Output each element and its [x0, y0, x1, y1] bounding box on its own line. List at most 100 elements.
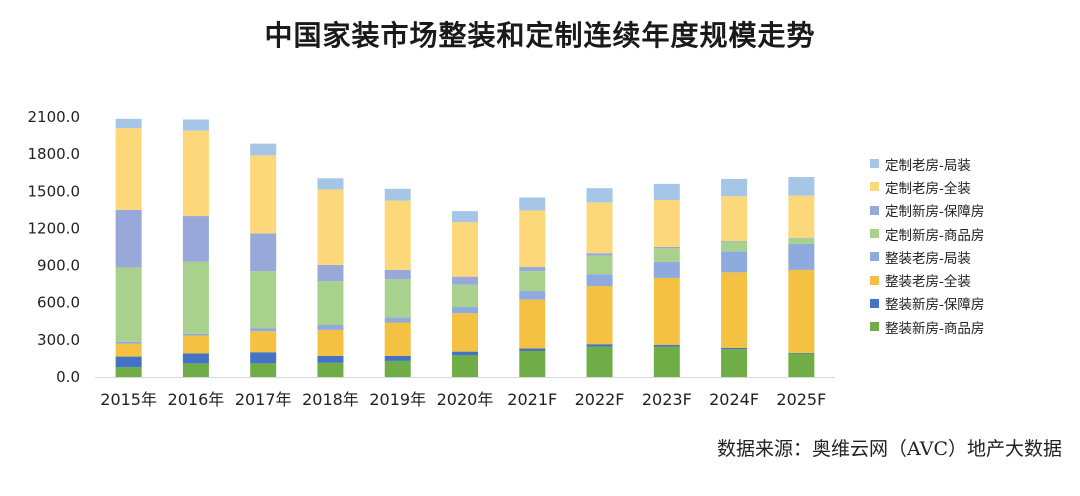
- bar-segment: [721, 251, 748, 273]
- y-tick-label: 2100.0: [28, 108, 81, 126]
- y-tick-label: 900.0: [37, 257, 80, 275]
- bar-segment: [182, 353, 209, 364]
- bar-segment: [653, 183, 680, 200]
- bar-segment: [250, 155, 277, 234]
- bar-segment: [115, 209, 142, 268]
- bar-segment: [317, 178, 344, 190]
- bar-segment: [452, 211, 478, 223]
- bar-segment: [452, 313, 478, 352]
- bar-segment: [452, 276, 478, 285]
- bar-segment: [586, 188, 613, 203]
- bar-segment: [721, 347, 748, 350]
- bar-segment: [653, 346, 680, 377]
- bar-segment: [519, 348, 546, 351]
- x-tick-label: 2019年: [369, 390, 426, 409]
- bar-segment: [519, 266, 546, 272]
- x-tick-label: 2015年: [100, 390, 157, 409]
- bar-segment: [721, 196, 748, 241]
- bar-segment: [182, 261, 209, 334]
- bar-segment: [586, 202, 613, 254]
- bar-segment: [788, 243, 815, 270]
- bar-segment: [653, 248, 680, 262]
- x-tick-label: 2023F: [642, 390, 692, 409]
- bar-segment: [115, 341, 142, 344]
- legend-item: 定制新房-商品房: [870, 222, 1070, 245]
- chart-title: 中国家装市场整装和定制连续年度规模走势: [264, 19, 816, 52]
- bar-segment: [182, 216, 209, 262]
- bar-segment: [384, 360, 411, 377]
- bar-segment: [317, 281, 344, 325]
- bar-segment: [384, 188, 411, 201]
- y-tick-label: 1500.0: [28, 182, 81, 200]
- legend-item: 整装新房-保障房: [870, 292, 1070, 315]
- bar-segment: [586, 255, 613, 275]
- bar-segment: [250, 331, 277, 353]
- bar-segment: [250, 328, 277, 332]
- bar-segment: [788, 269, 815, 353]
- bar-segment: [519, 271, 546, 291]
- bar-segment: [182, 130, 209, 217]
- bar-segment: [519, 210, 546, 267]
- bar-segment: [586, 274, 613, 286]
- bar-segment: [384, 322, 411, 356]
- bar-segment: [653, 261, 680, 278]
- legend-item: 整装老房-局装: [870, 245, 1070, 268]
- x-tick-label: 2025F: [776, 390, 826, 409]
- legend-label: 整装老房-局装: [885, 250, 971, 267]
- bar-segment: [115, 367, 142, 377]
- legend-label: 定制新房-保障房: [885, 204, 985, 221]
- bar-segment: [384, 269, 411, 280]
- bar-segment: [721, 240, 748, 242]
- bar-segment: [519, 351, 546, 377]
- legend-swatch: [870, 182, 879, 192]
- legend-label: 定制老房-局装: [885, 157, 971, 174]
- bar-segment: [519, 299, 546, 349]
- y-tick-label: 0.0: [56, 368, 80, 386]
- bar-segment: [653, 344, 680, 347]
- bar-segment: [317, 329, 344, 356]
- bar-segment: [317, 325, 344, 330]
- bar-segment: [452, 351, 478, 356]
- bar-segment: [519, 197, 546, 211]
- bar-segment: [653, 199, 680, 247]
- bar-segment: [317, 264, 344, 282]
- y-tick-label: 300.0: [37, 331, 80, 349]
- bar-segment: [250, 233, 277, 272]
- bar-segment: [250, 271, 277, 329]
- bar-segment: [586, 286, 613, 345]
- bar-segment: [653, 247, 680, 249]
- legend-swatch: [870, 229, 879, 239]
- x-tick-label: 2018年: [302, 390, 359, 409]
- y-tick-label: 1800.0: [28, 145, 81, 163]
- x-tick-label: 2020年: [437, 390, 494, 409]
- legend-label: 整装老房-全装: [885, 274, 971, 291]
- bar-segment: [317, 362, 344, 377]
- bar-segment: [384, 200, 411, 270]
- bar-segment: [250, 363, 277, 377]
- bar-segment: [721, 178, 748, 197]
- legend-swatch: [870, 275, 879, 285]
- x-tick-label: 2021F: [507, 390, 557, 409]
- legend-item: 定制老房-局装: [870, 152, 1070, 175]
- bar-segment: [115, 128, 142, 210]
- y-tick-label: 1200.0: [28, 219, 81, 237]
- bar-segment: [653, 277, 680, 345]
- legend-swatch: [870, 322, 879, 332]
- bar-segment: [586, 253, 613, 256]
- legend-label: 整装新房-商品房: [885, 320, 985, 337]
- bar-segment: [788, 237, 815, 239]
- bar-segment: [788, 177, 815, 196]
- legend-swatch: [870, 159, 879, 169]
- bar-segment: [317, 189, 344, 265]
- bar-segment: [721, 349, 748, 377]
- bar-segment: [250, 143, 277, 156]
- bar-segment: [721, 241, 748, 252]
- legend-item: 整装老房-全装: [870, 268, 1070, 291]
- bar-segment: [452, 222, 478, 277]
- legend-swatch: [870, 205, 879, 215]
- bar-segment: [788, 195, 815, 238]
- bar-segment: [586, 346, 613, 377]
- bar-segment: [721, 272, 748, 348]
- legend-item: 定制老房-全装: [870, 175, 1070, 198]
